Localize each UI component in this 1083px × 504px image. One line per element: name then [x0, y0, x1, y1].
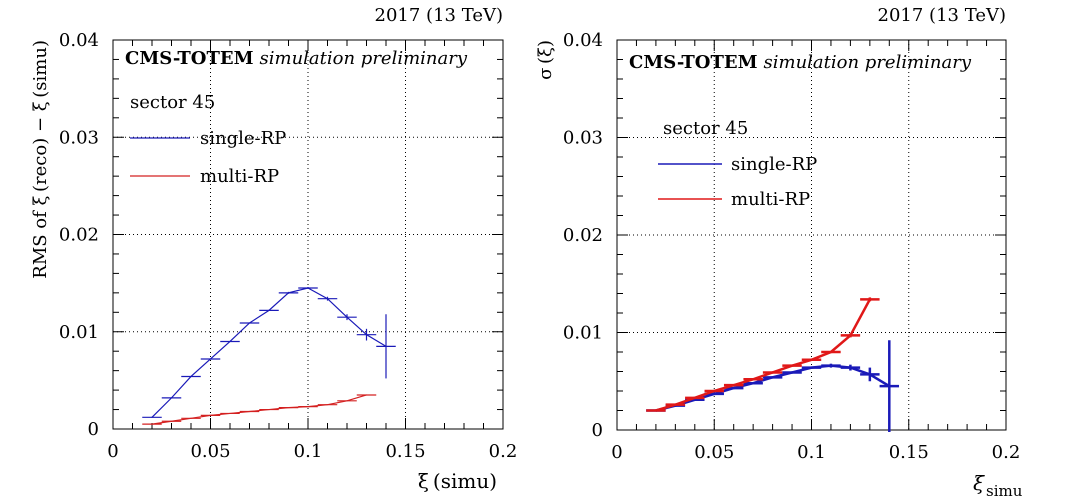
- x-tick-label: 0: [107, 441, 118, 462]
- data-point: [317, 404, 338, 406]
- data-point: [220, 412, 240, 415]
- chart-title-bold: CMS-TOTEM: [629, 52, 758, 73]
- data-point: [278, 291, 299, 294]
- y-tick-label: 0.03: [563, 128, 603, 149]
- data-point: [337, 400, 357, 402]
- data-point: [278, 407, 299, 409]
- data-point: [356, 394, 377, 396]
- energy-label: 2017 (13 TeV): [375, 5, 503, 26]
- data-point: [704, 389, 724, 393]
- data-point: [259, 309, 279, 311]
- chart-title-italic: simulation preliminary: [764, 52, 972, 73]
- legend-label-single-RP: single-RP: [200, 128, 286, 149]
- series-single-RP: [142, 287, 396, 418]
- plot-frame: [616, 39, 1007, 431]
- x-tick-label: 0.05: [190, 441, 230, 462]
- grid-lines: [113, 40, 503, 429]
- data-point: [821, 350, 841, 354]
- x-tick-label: 0.1: [294, 441, 323, 462]
- data-point: [782, 364, 802, 367]
- legend-label-multi-RP: multi-RP: [731, 189, 810, 210]
- data-point: [723, 383, 744, 387]
- data-point: [840, 333, 861, 338]
- x-tick-label: 0.2: [992, 442, 1021, 463]
- y-tick-label: 0.02: [59, 225, 99, 246]
- y-axis-label: σ (ξ): [535, 40, 556, 80]
- data-point: [161, 397, 182, 399]
- chart-title-bold: CMS-TOTEM: [125, 48, 254, 69]
- x-axis-label: ξ: [973, 471, 985, 495]
- data-point: [860, 297, 880, 302]
- legend-header: sector 45: [663, 118, 748, 139]
- x-tick-label: 0.05: [694, 442, 734, 463]
- data-point: [337, 314, 357, 321]
- axis-ticks: [616, 39, 1007, 431]
- data-point: [220, 340, 240, 343]
- data-point: [860, 367, 880, 382]
- x-tick-label: 0.1: [797, 442, 826, 463]
- data-point: [762, 371, 783, 374]
- series-multi-RP: [142, 394, 377, 425]
- x-axis-label-subscript: simu: [986, 482, 1023, 500]
- data-point: [161, 420, 182, 422]
- series-line: [151, 287, 387, 418]
- y-tick-label: 0.04: [59, 30, 99, 51]
- y-tick-label: 0: [88, 419, 99, 440]
- series-single-RP: [646, 340, 900, 432]
- data-point: [181, 417, 201, 419]
- data-point: [239, 322, 260, 324]
- data-point: [801, 358, 822, 362]
- chart-panel-1: 0 0.05 0.1 0.15 0.2 0 0.01 0.02 0.03 0.04 2017 (13…: [30, 5, 517, 493]
- legend-label-multi-RP: multi-RP: [200, 166, 279, 187]
- data-point: [259, 408, 279, 411]
- y-axis-label: RMS of ξ (reco) − ξ (simu): [30, 40, 51, 279]
- x-tick-label: 0.15: [385, 441, 425, 462]
- data-point: [298, 287, 318, 289]
- grid-lines: [617, 40, 1006, 430]
- data-point: [646, 409, 666, 412]
- legend-label-single-RP: single-RP: [731, 154, 817, 175]
- chart-panel-2: 0 0.05 0.1 0.15 0.2 0 0.01 0.02 0.03 0.04 2017 (13…: [535, 5, 1023, 500]
- x-tick-label: 0.15: [889, 442, 929, 463]
- data-point: [879, 340, 900, 432]
- data-point: [821, 363, 841, 368]
- energy-label: 2017 (13 TeV): [878, 5, 1006, 26]
- x-tick-label: 0: [611, 442, 622, 463]
- y-tick-label: 0.01: [563, 323, 603, 344]
- data-point: [376, 314, 396, 379]
- y-tick-label: 0: [592, 420, 603, 441]
- data-point: [142, 423, 162, 425]
- data-point: [782, 371, 802, 374]
- data-point: [200, 414, 221, 416]
- series-line: [655, 298, 871, 412]
- data-point: [840, 364, 861, 371]
- legend: sector 45 single-RP multi-RP: [130, 92, 286, 187]
- data-point: [762, 376, 783, 379]
- data-point: [239, 410, 260, 413]
- y-tick-label: 0.04: [563, 30, 603, 51]
- data-point: [298, 406, 318, 408]
- data-point: [200, 358, 221, 360]
- data-point: [665, 403, 686, 406]
- data-point: [142, 416, 162, 418]
- chart-title-italic: simulation preliminary: [260, 48, 468, 69]
- data-point: [743, 378, 763, 381]
- data-point: [801, 366, 822, 369]
- y-tick-label: 0.03: [59, 127, 99, 148]
- data-point: [181, 375, 201, 378]
- legend-header: sector 45: [130, 92, 215, 113]
- legend: sector 45 single-RP multi-RP: [658, 118, 817, 210]
- axis-ticks: [112, 39, 504, 430]
- x-axis-label: ξ (simu): [418, 469, 497, 493]
- data-point: [317, 296, 338, 301]
- data-point: [743, 381, 763, 385]
- x-tick-label: 0.2: [489, 441, 518, 462]
- series-multi-RP: [646, 297, 880, 412]
- y-tick-label: 0.02: [563, 225, 603, 246]
- data-point: [685, 396, 705, 400]
- data-point: [356, 328, 377, 341]
- y-tick-label: 0.01: [59, 322, 99, 343]
